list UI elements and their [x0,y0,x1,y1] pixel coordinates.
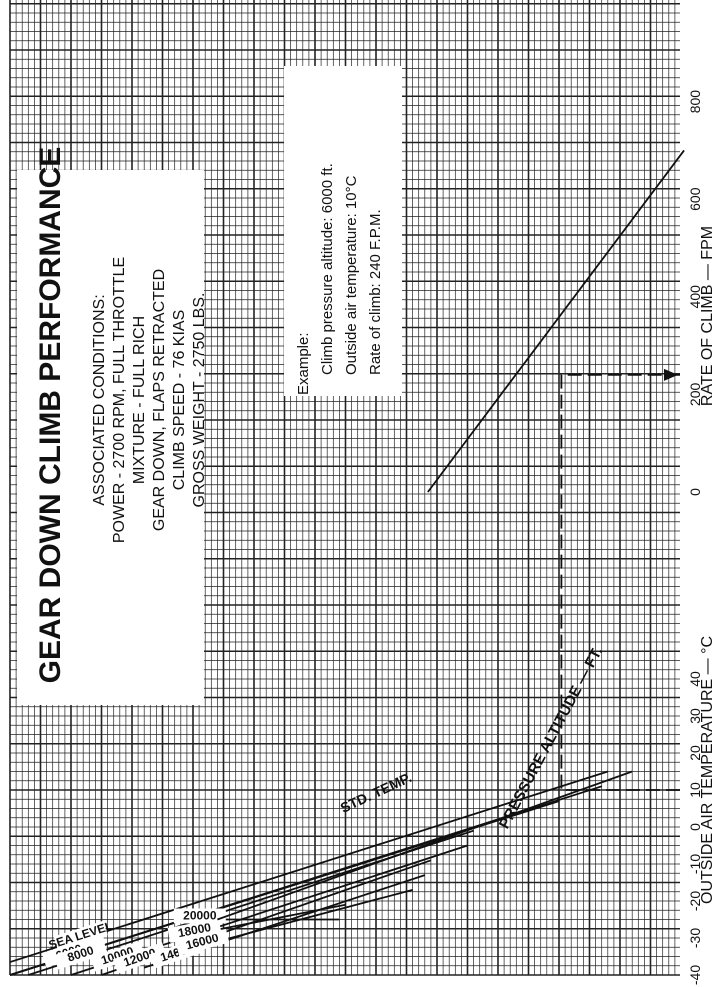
rate-tick-label: 600 [687,187,703,211]
condition-gear: GEAR DOWN, FLAPS RETRACTED [151,269,168,531]
temperature-axis-label: OUTSIDE AIR TEMPERATURE — °C [699,636,716,904]
temperature-tick-label: -30 [687,928,703,948]
rate-tick: 800 [687,90,703,114]
rate-tick-label: 0 [687,488,703,496]
rate-axis-label: RATE OF CLIMB — FPM [699,226,716,406]
altitude-label-group: 20000 [174,909,226,924]
temperature-tick: -40 [687,965,703,985]
rate-tick: 0 [687,488,703,496]
chart-title: GEAR DOWN CLIMB PERFORMANCE [34,147,67,684]
temperature-tick: -30 [687,928,703,948]
rate-tick-label: 800 [687,90,703,114]
example-rate: Rate of climb: 240 F.P.M. [367,209,384,375]
example-oat: Outside air temperature: 10°C [343,175,360,375]
condition-mixture: MIXTURE - FULL RICH [131,316,148,484]
conditions-header: ASSOCIATED CONDITIONS: [91,294,108,505]
condition-climb-speed: CLIMB SPEED - 76 KIAS [171,310,188,491]
example-header: Example: [295,332,312,395]
altitude-line-label: 20000 [183,909,217,923]
condition-power: POWER - 2700 RPM, FULL THROTTLE [111,257,128,543]
temperature-tick-label: -40 [687,965,703,985]
condition-gross-weight: GROSS WEIGHT - 2750 LBS. [191,293,208,508]
rate-tick: 600 [687,187,703,211]
example-pressure-altitude: Climb pressure altitude: 6000 ft. [319,163,336,375]
